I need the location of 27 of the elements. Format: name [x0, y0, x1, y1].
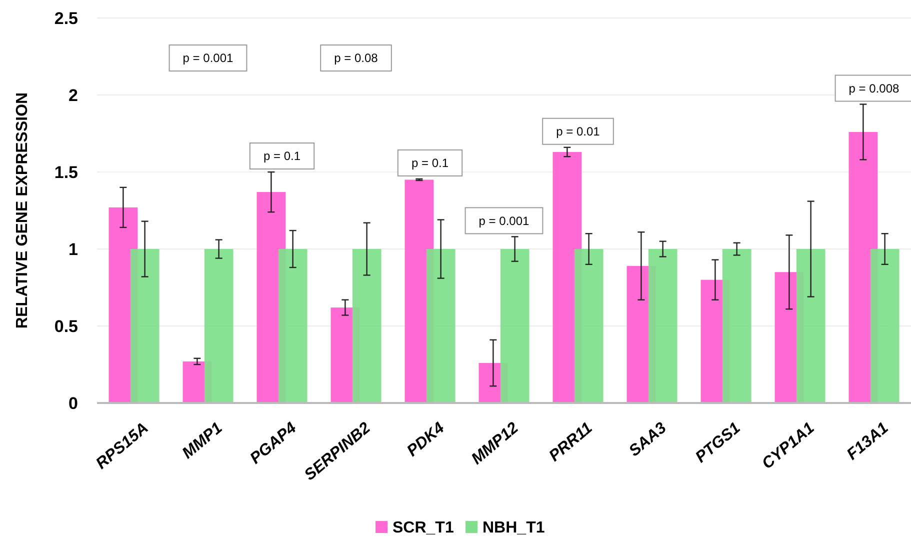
- annotation: p = 0.1: [411, 156, 449, 170]
- bar: [500, 249, 530, 403]
- annotation: p = 0.001: [182, 51, 234, 66]
- bar: [352, 249, 382, 403]
- legend-label: SCR_T1: [392, 520, 454, 537]
- bar: [278, 249, 308, 403]
- y-tick-label: 2.5: [54, 8, 78, 28]
- bar: [426, 249, 456, 403]
- y-tick-label: 0.5: [54, 316, 78, 336]
- annotation: p = 0.08: [334, 51, 378, 66]
- bar: [130, 249, 160, 403]
- y-axis-title: RELATIVE GENE EXPRESSION: [14, 92, 31, 329]
- y-tick-label: 0: [68, 394, 78, 413]
- annotation: p = 0.01: [556, 124, 600, 139]
- y-tick-label: 2: [68, 86, 78, 105]
- annotation: p = 0.001: [478, 214, 530, 228]
- legend-label: NBH_T1: [482, 520, 545, 537]
- annotation: p = 0.008: [848, 81, 900, 96]
- bar: [574, 249, 604, 403]
- bar: [870, 249, 900, 403]
- bar: [722, 249, 752, 403]
- bar: [796, 249, 826, 403]
- y-tick-label: 1.5: [54, 162, 78, 182]
- bar: [204, 249, 234, 403]
- annotation: p = 0.1: [263, 149, 301, 164]
- y-tick-label: 1: [68, 240, 78, 259]
- bar: [648, 249, 678, 403]
